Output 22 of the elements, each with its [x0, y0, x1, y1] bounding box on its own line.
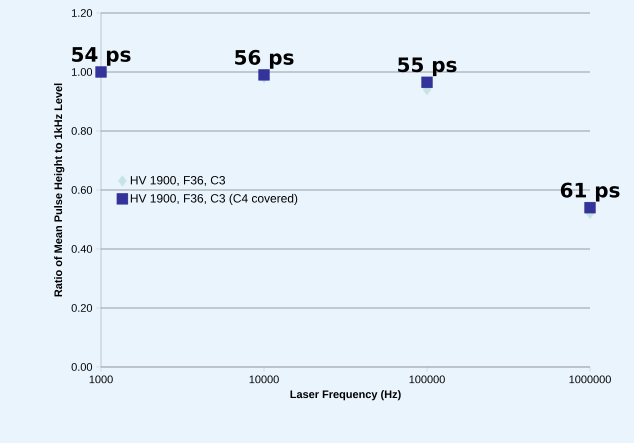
- y-tick-label: 0.40: [72, 245, 92, 253]
- x-tick-label: 100000: [410, 376, 445, 384]
- x-tick-label: 1000000: [570, 376, 611, 384]
- point: [95, 66, 107, 78]
- y-tick-label: 0.00: [72, 363, 92, 371]
- annotation: 55 ps: [398, 57, 456, 76]
- y-tick-label: 0.20: [72, 304, 92, 312]
- annotation: 56 ps: [235, 50, 294, 69]
- x-tick-label: 1000: [90, 376, 113, 384]
- y-tick-label: 1.00: [72, 68, 92, 76]
- legend-label: HV 1900, F36, C3: [130, 176, 226, 186]
- annotation: 61 ps: [560, 182, 620, 202]
- y-tick-label: 0.60: [72, 186, 92, 194]
- x-axis-title: Laser Frequency (Hz): [290, 390, 401, 400]
- y-tick-label: 0.80: [72, 127, 92, 135]
- point: [584, 202, 596, 214]
- y-tick-label: 1.20: [72, 9, 92, 17]
- y-axis-title: Ratio of Mean Pulse Height to 1kHz Level: [54, 84, 64, 296]
- annotation: 54 ps: [72, 47, 130, 66]
- point: [421, 76, 433, 88]
- x-tick-label: 10000: [250, 376, 279, 384]
- legend-label: HV 1900, F36, C3 (C4 covered): [130, 194, 298, 205]
